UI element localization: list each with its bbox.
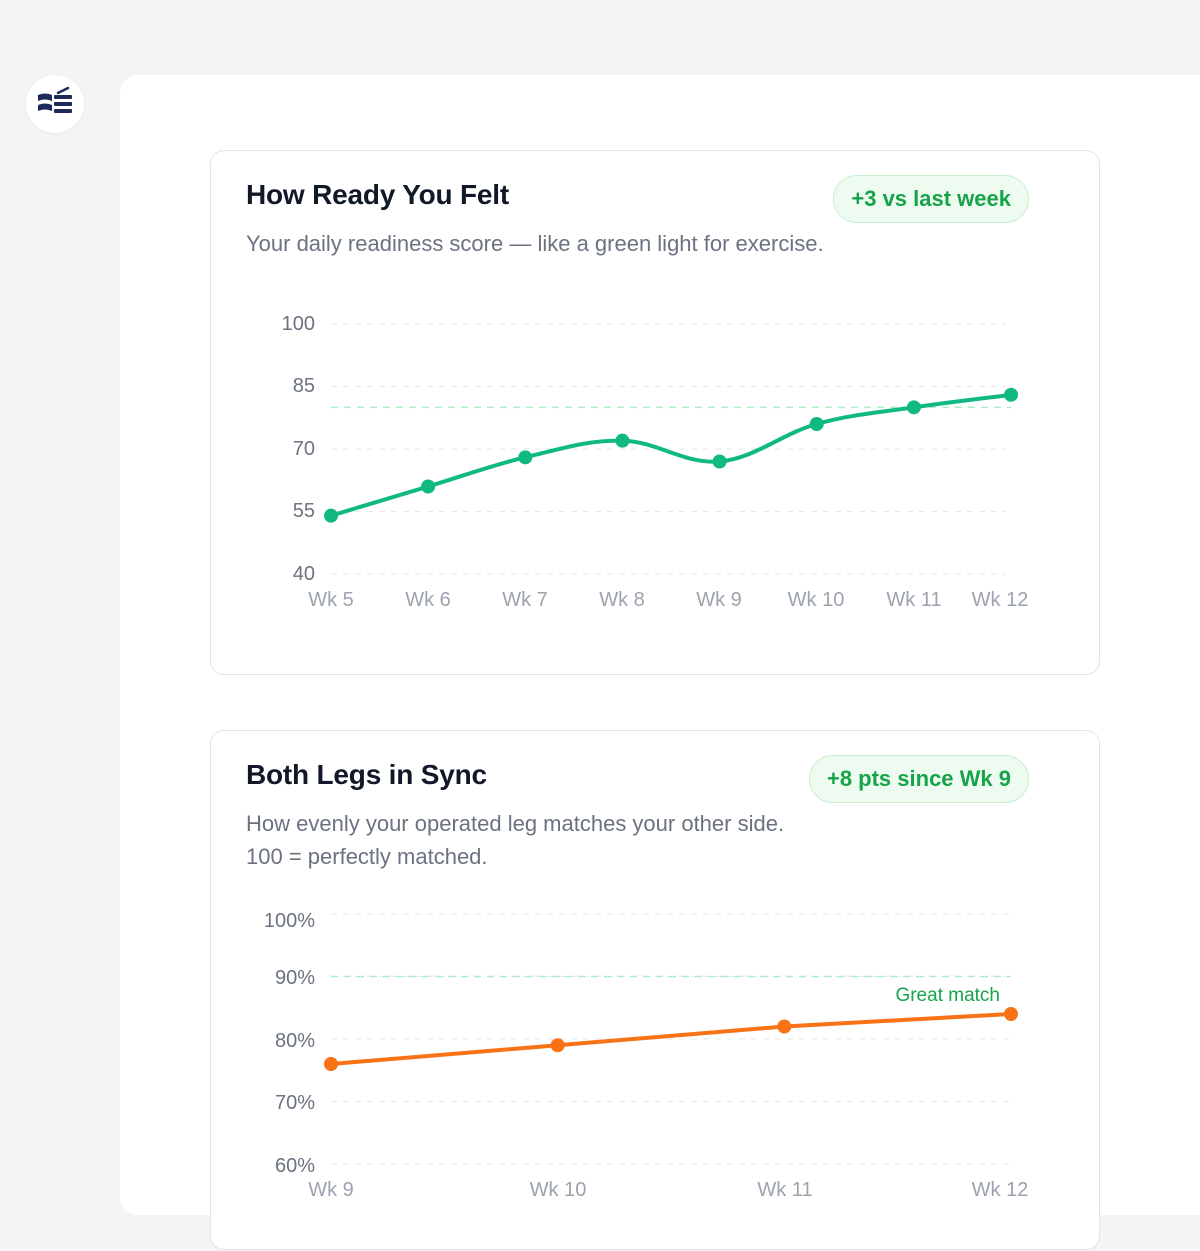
- x-tick-label: Wk 10: [788, 589, 845, 611]
- data-point: [550, 1038, 565, 1053]
- y-tick-label: 100: [282, 313, 315, 335]
- data-point: [421, 479, 436, 494]
- x-tick-label: Wk 5: [308, 589, 354, 611]
- data-point: [518, 450, 533, 465]
- readiness-line-chart: 100 85 70 55 40 Wk 5 Wk 6 Wk 7 Wk 8 Wk 9 Wk 10 Wk 1…: [282, 313, 1029, 611]
- readiness-card-title: How Ready You Felt: [246, 179, 509, 210]
- app-logo-icon: [38, 86, 72, 113]
- readiness-change-badge: +3 vs last week: [833, 175, 1029, 223]
- target-label: Great match: [895, 985, 1000, 1006]
- y-tick-label: 80%: [275, 1030, 315, 1052]
- y-tick-label: 60%: [275, 1155, 315, 1177]
- symmetry-change-badge: +8 pts since Wk 9: [808, 755, 1029, 803]
- series-line: [329, 392, 1013, 518]
- x-tick-label: Wk 6: [405, 589, 451, 611]
- app-logo[interactable]: [26, 75, 84, 133]
- y-tick-label: 100%: [264, 910, 315, 932]
- x-tick-label: Wk 9: [696, 589, 742, 611]
- x-tick-label: Wk 10: [530, 1179, 587, 1201]
- data-point: [324, 1057, 338, 1071]
- symmetry-card: Both Legs in Sync +8 pts since Wk 9 How …: [210, 730, 1100, 1250]
- y-tick-label: 85: [293, 375, 315, 397]
- data-point: [615, 433, 630, 448]
- x-tick-label: Wk 12: [972, 589, 1029, 611]
- y-tick-label: 55: [293, 500, 315, 522]
- y-tick-label: 40: [293, 563, 315, 585]
- x-tick-label: Wk 9: [308, 1179, 354, 1201]
- y-tick-label: 90%: [275, 967, 315, 989]
- series-line: [329, 1012, 1013, 1066]
- readiness-card: How Ready You Felt +3 vs last week Your …: [210, 150, 1100, 675]
- x-tick-label: Wk 7: [502, 589, 548, 611]
- data-point: [809, 417, 824, 431]
- symmetry-line-chart: 100% 90% 80% 70% 60% Great match Wk 9 Wk 10 Wk 1…: [264, 910, 1029, 1201]
- y-tick-label: 70%: [275, 1092, 315, 1114]
- symmetry-card-title: Both Legs in Sync: [246, 759, 487, 790]
- readiness-card-subtitle: Your daily readiness score — like a gree…: [246, 231, 824, 256]
- data-point: [1004, 1007, 1018, 1021]
- x-tick-label: Wk 8: [599, 589, 645, 611]
- x-tick-label: Wk 12: [972, 1179, 1029, 1201]
- data-point: [906, 400, 921, 415]
- x-tick-label: Wk 11: [757, 1179, 812, 1201]
- data-point: [1004, 387, 1018, 402]
- data-point: [712, 454, 727, 469]
- data-point: [777, 1019, 792, 1034]
- symmetry-card-subtitle: How evenly your operated leg matches you…: [246, 811, 785, 869]
- y-tick-label: 70: [293, 438, 315, 460]
- data-point: [324, 508, 338, 523]
- x-tick-label: Wk 11: [886, 589, 941, 611]
